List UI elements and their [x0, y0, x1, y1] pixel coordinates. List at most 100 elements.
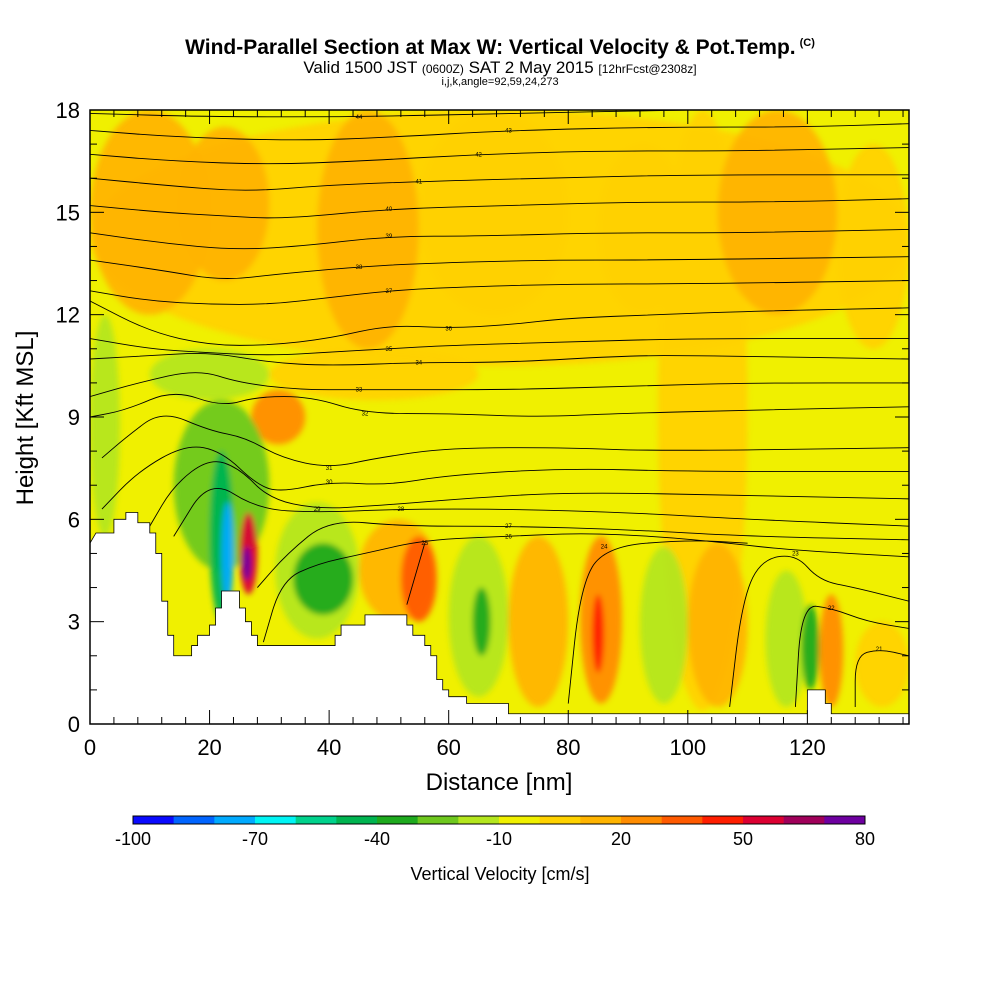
colorbar-tick-label: -100	[115, 829, 151, 849]
theta-contour-21	[854, 650, 909, 707]
theta-contour-25	[406, 543, 426, 605]
colorbar-swatch	[214, 816, 256, 824]
theta-contour-44	[90, 110, 688, 118]
theta-contour-label-22: 22	[828, 606, 835, 612]
velocity-cell-28	[765, 570, 808, 707]
theta-contour-label-25: 25	[421, 541, 428, 547]
theta-contour-36	[90, 300, 909, 346]
y-axis-title: Height [Kft MSL]	[12, 331, 39, 506]
theta-contour-43	[90, 123, 909, 141]
plot-area: 36 35 34 33 32 31 30 29 28 27 26 25 24 23 22 21 37 38 39 40…	[89, 109, 910, 725]
theta-contour-31	[101, 415, 909, 467]
y-tick-label: 6	[68, 507, 80, 532]
x-tick-label: 120	[789, 735, 826, 760]
velocity-cell-25	[592, 594, 605, 673]
theta-contour-label-41: 41	[415, 180, 422, 186]
velocity-cell-18	[293, 543, 354, 615]
colorbar-swatch	[783, 816, 825, 824]
colorbar-swatch	[743, 816, 784, 824]
theta-contour-23	[729, 555, 909, 707]
theta-contour-26	[262, 533, 909, 643]
chart-title: Wind-Parallel Section at Max W: Vertical…	[0, 36, 1000, 60]
velocity-cell-31	[90, 314, 120, 537]
theta-contour-label-35: 35	[386, 347, 393, 353]
x-tick-label: 60	[436, 735, 460, 760]
theta-contour-30	[101, 446, 909, 510]
theta-contour-label-32: 32	[362, 412, 369, 418]
theta-contour-24	[567, 540, 748, 704]
velocity-cell-4	[317, 110, 419, 349]
colorbar-swatch	[377, 816, 418, 824]
colorbar-title: Vertical Velocity [cm/s]	[410, 864, 589, 884]
theta-contour-label-21: 21	[876, 647, 883, 653]
theta-contour-label-24: 24	[601, 545, 608, 551]
theta-contour-label-36: 36	[445, 326, 452, 332]
theta-contour-35	[90, 338, 909, 356]
theta-contour-39	[90, 228, 909, 250]
y-tick-label: 18	[56, 98, 80, 123]
velocity-cell-7	[717, 110, 838, 315]
velocity-cell-8	[837, 144, 909, 349]
theta-contour-label-40: 40	[386, 207, 393, 213]
theta-contour-label-31: 31	[326, 466, 333, 472]
theta-contour-34	[90, 353, 909, 366]
velocity-cell-3	[179, 127, 270, 281]
colorbar-swatch	[336, 816, 378, 824]
theta-contour-32	[90, 393, 909, 418]
chart-title-text: Wind-Parallel Section at Max W: Vertical…	[185, 36, 796, 59]
theta-contour-label-43: 43	[505, 128, 512, 134]
chart-subtitle: Valid 1500 JST (0600Z) SAT 2 May 2015 [1…	[0, 58, 1000, 78]
theta-contour-42	[90, 147, 909, 165]
velocity-cell-29	[801, 604, 820, 690]
colorbar-swatch	[824, 816, 866, 824]
theta-contour-label-37: 37	[386, 289, 393, 295]
velocity-cell-11	[149, 348, 270, 400]
colorbar-tick-label: -10	[486, 829, 512, 849]
title-mark: (C)	[799, 37, 815, 49]
colorbar-swatch	[295, 816, 337, 824]
colorbar-swatch	[580, 816, 622, 824]
y-tick-label: 15	[56, 200, 80, 225]
theta-contour-37	[90, 280, 909, 305]
theta-contour-27	[257, 521, 909, 588]
theta-contours: 36 35 34 33 32 31 30 29 28 27 26 25 24 23 22 21 37 38 39 40…	[90, 110, 909, 707]
theta-contour-22	[794, 605, 909, 707]
velocity-cell-9	[269, 348, 479, 400]
terrain	[90, 512, 909, 724]
theta-contour-label-33: 33	[356, 388, 363, 394]
colorbar-tick-label: 20	[611, 829, 631, 849]
colorbar: -100 -70 -40 -10 20 50 80	[115, 815, 875, 849]
x-tick-label: 20	[197, 735, 221, 760]
y-tick-label: 9	[68, 405, 80, 430]
x-tick-label: 0	[84, 735, 96, 760]
subtitle-date: SAT 2 May 2015	[468, 58, 594, 77]
subtitle-zulu: (0600Z)	[421, 62, 464, 76]
velocity-cell-20	[400, 536, 437, 622]
velocity-cell-5	[418, 110, 569, 315]
velocity-cell-23	[508, 536, 569, 707]
colorbar-tick-label: -70	[242, 829, 268, 849]
x-tick-label: 40	[317, 735, 341, 760]
theta-contour-label-27: 27	[505, 524, 512, 530]
theta-contour-label-26: 26	[505, 534, 512, 540]
y-tick-label: 12	[56, 303, 80, 328]
colorbar-swatch	[255, 816, 296, 824]
velocity-cell-22	[472, 587, 491, 656]
x-axis-title: Distance [nm]	[426, 769, 573, 796]
velocity-cell-27	[687, 543, 748, 707]
velocity-cell-32	[855, 621, 909, 707]
subtitle-valid: Valid 1500 JST	[303, 58, 418, 77]
subtitle-forecast: [12hrFcst@2308z]	[598, 62, 697, 76]
theta-contour-41	[90, 174, 909, 191]
theta-contour-label-30: 30	[326, 480, 333, 486]
colorbar-frame	[132, 815, 866, 825]
colorbar-swatch	[133, 816, 174, 824]
theta-contour-label-44: 44	[356, 115, 363, 121]
colorbar-swatch	[661, 816, 703, 824]
theta-contour-label-23: 23	[792, 551, 799, 557]
colorbar-tick-label: 80	[855, 829, 875, 849]
theta-contour-label-39: 39	[386, 234, 393, 240]
colorbar-swatch	[417, 816, 459, 824]
